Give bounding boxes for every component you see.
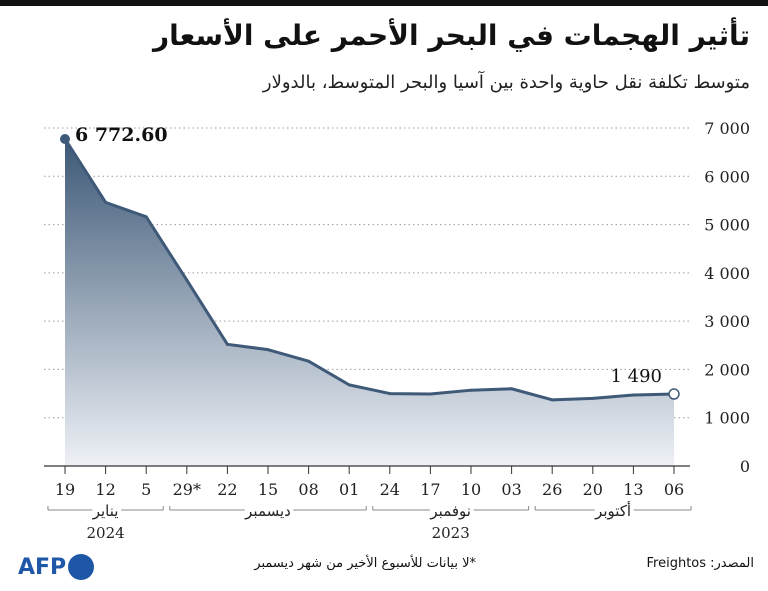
y-tick-label: 4 000 (704, 264, 750, 283)
x-tick-label: 24 (380, 480, 400, 499)
x-tick-label: 13 (623, 480, 643, 499)
area-series (60, 133, 680, 467)
peak-point-marker (60, 133, 70, 144)
start-value-label: 1 490 (610, 366, 662, 387)
data-point (144, 215, 148, 219)
annotations: 1 490 6 772.60 (75, 124, 662, 387)
data-point (307, 359, 311, 363)
x-tick-label: 01 (339, 480, 359, 499)
data-point (225, 342, 229, 346)
start-point-marker (668, 388, 680, 400)
afp-logo-text: AFP (18, 554, 67, 580)
x-tick-label: 10 (461, 480, 481, 499)
month-groups: أكتوبر نوفمبر 2023 ديسمبر يناير 2024 (47, 497, 692, 542)
data-point (266, 348, 270, 352)
x-tick-label: 15 (258, 480, 278, 499)
y-tick-label: 3 000 (704, 312, 750, 331)
x-tick-label: 17 (420, 480, 440, 499)
data-point (469, 388, 473, 392)
afp-logo: AFP (18, 552, 95, 582)
x-tick-label: 5 (141, 480, 151, 499)
x-tick-label: 12 (95, 480, 115, 499)
peak-value-label: 6 772.60 (75, 124, 168, 146)
top-bar (0, 0, 768, 6)
data-point (631, 393, 635, 397)
x-tick-label: 26 (542, 480, 562, 499)
y-tick-label: 7 000 (704, 119, 750, 138)
x-tick-label: 06 (664, 480, 684, 499)
y-tick-label: 5 000 (704, 216, 750, 235)
x-tick-label: 03 (501, 480, 521, 499)
afp-logo-dot-icon (68, 554, 95, 580)
month-label: ديسمبر (244, 502, 291, 520)
y-tick-label: 6 000 (704, 167, 750, 186)
month-label: يناير (92, 502, 119, 520)
year-label: 2023 (432, 524, 470, 542)
chart-title: تأثير الهجمات في البحر الأحمر على الأسعا… (153, 19, 750, 52)
y-tick-label: 0 (740, 457, 750, 476)
year-label: 2024 (87, 524, 125, 542)
series-line (63, 138, 675, 402)
chart-subtitle: متوسط تكلفة نقل حاوية واحدة بين آسيا وال… (262, 72, 750, 93)
source-credit: المصدر: Freightos (646, 556, 755, 571)
x-tick-label: 22 (217, 480, 237, 499)
data-point (510, 387, 514, 391)
data-point (591, 396, 595, 400)
data-point (428, 392, 432, 396)
footnote: *لا بيانات للأسبوع الأخير من شهر ديسمبر (254, 556, 476, 571)
area-fill (65, 138, 674, 467)
x-tick-label: 29* (173, 480, 201, 499)
y-tick-label: 2 000 (704, 360, 750, 379)
month-label: أكتوبر (594, 501, 631, 520)
data-point (185, 278, 189, 282)
data-point (104, 200, 108, 204)
x-axis: 06 13 20 26 03 10 17 24 01 08 15 22 29* 5 12 19 (44, 465, 690, 499)
y-axis-ticks: 0 1 000 2 000 3 000 4 000 5 000 6 000 7 000 (704, 119, 750, 476)
x-tick-label: 19 (55, 480, 75, 499)
x-tick-label: 08 (298, 480, 318, 499)
data-point (550, 398, 554, 402)
data-point (388, 392, 392, 396)
month-label: نوفمبر (429, 502, 471, 520)
x-tick-label: 20 (583, 480, 603, 499)
data-point (347, 383, 351, 387)
y-tick-label: 1 000 (704, 409, 750, 428)
